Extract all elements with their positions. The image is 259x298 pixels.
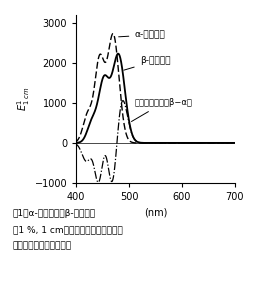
Y-axis label: $E^{1}_{1\ cm}$: $E^{1}_{1\ cm}$ xyxy=(15,87,32,111)
Text: α-カロテン: α-カロテン xyxy=(119,30,165,39)
Text: およびその差スペクトル: およびその差スペクトル xyxy=(13,241,72,250)
X-axis label: (nm): (nm) xyxy=(144,207,167,218)
Text: （1 %, 1 cm）の可視吸収スペクトル: （1 %, 1 cm）の可視吸収スペクトル xyxy=(13,225,123,234)
Text: 差スペクトル（β−α）: 差スペクトル（β−α） xyxy=(132,98,192,122)
Text: β-カロテン: β-カロテン xyxy=(124,56,170,70)
Text: 図1　α-カロテンとβ-カロテン: 図1 α-カロテンとβ-カロテン xyxy=(13,209,96,218)
